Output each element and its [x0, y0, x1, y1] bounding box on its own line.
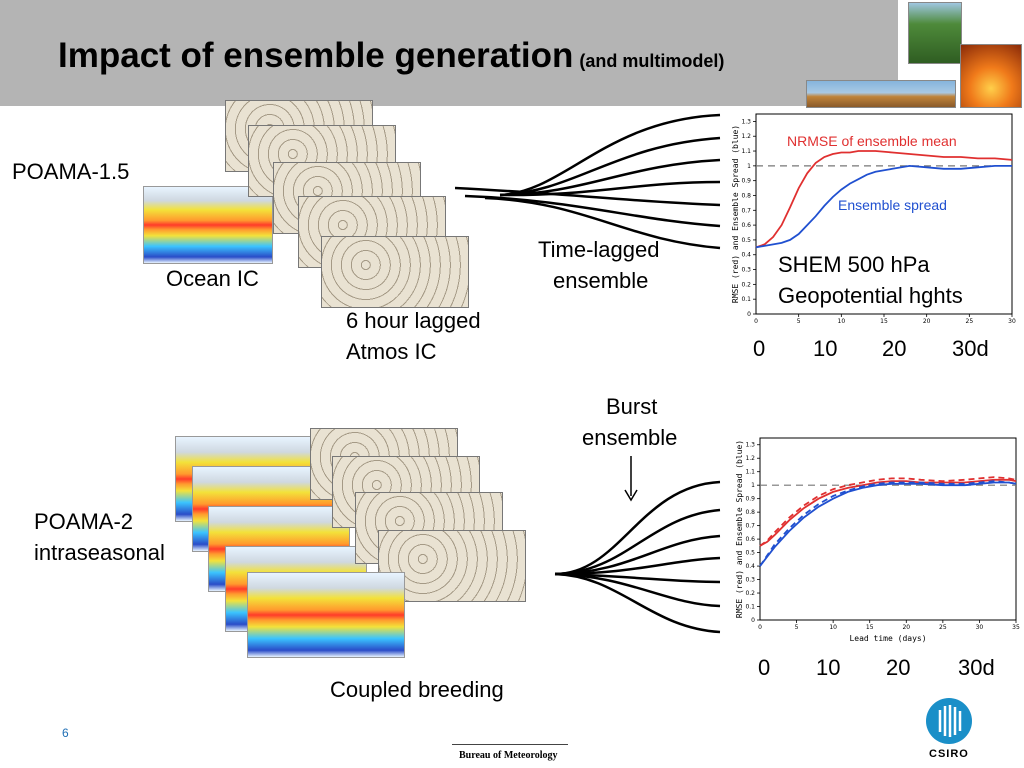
csiro-logo-icon	[938, 705, 962, 737]
y-tick-label: 0.8	[745, 509, 755, 516]
x-tick-label: 5	[795, 624, 799, 631]
y-tick-label: 0.9	[745, 496, 755, 503]
y-tick-label: 1.1	[745, 469, 755, 476]
y-tick-label: 0.3	[741, 267, 751, 274]
lead-axis-top-10: 10	[813, 336, 838, 361]
lead-axis-bottom-0: 0	[758, 655, 771, 680]
landscape-photo	[806, 80, 956, 108]
x-tick-label: 25	[939, 624, 947, 631]
y-tick-label: 1	[747, 163, 751, 170]
burst-fan	[554, 480, 721, 634]
y-tick-label: 0	[751, 617, 755, 624]
plot-frame	[755, 113, 1013, 315]
y-tick-label: 0.8	[741, 192, 751, 199]
y-tick-label: 1.2	[745, 455, 755, 462]
y-tick-label: 0.2	[745, 590, 755, 597]
series-line-3	[759, 480, 1017, 567]
legend-spread: Ensemble spread	[838, 197, 947, 213]
poama2-label-1: POAMA-2	[34, 509, 134, 534]
lead-axis-top-20: 20	[882, 336, 907, 361]
x-tick-label: 10	[838, 318, 846, 325]
poama2-label-2: intraseasonal	[34, 540, 165, 565]
burst-label-2: ensemble	[582, 425, 678, 450]
chart-top: 0 0.1 0.2 0.3 0.4 0.5 0.6 0.7 0.8 0.9 1 1.1 1.2 1.3 5 1…	[731, 113, 1016, 325]
series-line-1	[759, 476, 1017, 547]
y-tick-label: 0.6	[745, 536, 755, 543]
series-line-0	[755, 150, 1013, 249]
fire-photo	[960, 44, 1022, 108]
x-tick-label: 5	[797, 318, 801, 325]
lead-axis-bottom-30: 30d	[958, 655, 995, 680]
y-axis-label: RMSE (red) and Ensemble Spread (blue)	[735, 440, 744, 618]
x-tick-label: 10	[829, 624, 837, 631]
burst-label-1: Burst	[606, 394, 658, 419]
y-tick-label: 0.4	[745, 563, 755, 570]
y-tick-label: 0.3	[745, 577, 755, 584]
page-title: Impact of ensemble generation (and multim…	[58, 36, 724, 76]
time-lagged-label-1: Time-lagged	[538, 237, 660, 262]
csiro-wordmark: CSIRO	[929, 748, 969, 760]
y-tick-label: 1.3	[745, 442, 755, 449]
y-tick-label: 1	[751, 482, 755, 489]
page-number: 6	[62, 726, 69, 740]
y-tick-label: 1.2	[741, 133, 751, 140]
csiro-logo	[926, 698, 972, 744]
title-sub: (and multimodel)	[579, 51, 725, 71]
x-axis-label: Lead time (days)	[849, 634, 926, 643]
x-tick-label: 20	[902, 624, 910, 631]
y-tick-label: 0	[747, 311, 751, 318]
lead-axis-top-0: 0	[753, 336, 766, 361]
lagged-label-2: Atmos IC	[346, 339, 437, 364]
y-tick-label: 0.5	[745, 550, 755, 557]
chart-bottom: 0 0.1 0.2 0.3 0.4 0.5 0.6 0.7 0.8 0.9 1 1.1 1.2 1.3 5 1…	[735, 437, 1020, 643]
shem-label-2: Geopotential hghts	[778, 283, 963, 308]
x-tick-label: 25	[966, 318, 974, 325]
time-lagged-label-2: ensemble	[553, 268, 649, 293]
y-tick-label: 0.1	[745, 604, 755, 611]
atmos-ic-map	[321, 236, 469, 308]
ocean-ic-map	[143, 186, 273, 264]
y-tick-label: 1.1	[741, 148, 751, 155]
x-tick-label: 0	[754, 318, 758, 325]
ocean-ic-label: Ocean IC	[166, 266, 259, 291]
title-bar	[0, 0, 898, 106]
poama15-label: POAMA-1.5	[12, 159, 130, 184]
lead-axis-top-30: 30d	[952, 336, 989, 361]
footer-rule	[452, 744, 568, 745]
lead-axis-bottom-20: 20	[886, 655, 911, 680]
time-lagged-fan	[455, 113, 721, 250]
coupled-breeding-label: Coupled breeding	[330, 677, 504, 702]
legend-nrmse: NRMSE of ensemble mean	[787, 133, 957, 149]
y-tick-label: 0.7	[745, 523, 755, 530]
shem-label-1: SHEM 500 hPa	[778, 252, 930, 277]
lead-axis-bottom-10: 10	[816, 655, 841, 680]
y-tick-label: 0.5	[741, 237, 751, 244]
series-line-2	[759, 481, 1017, 567]
burst-arrow	[624, 456, 638, 502]
bureau-of-meteorology: Bureau of Meteorology	[459, 750, 558, 761]
x-tick-label: 0	[758, 624, 762, 631]
series-line-0	[759, 478, 1017, 547]
x-tick-label: 35	[1012, 624, 1020, 631]
lagged-label-1: 6 hour lagged	[346, 308, 481, 333]
x-tick-label: 30	[1008, 318, 1016, 325]
y-tick-label: 0.9	[741, 178, 751, 185]
y-tick-label: 1.3	[741, 118, 751, 125]
y-axis-label: RMSE (red) and Ensemble Spread (blue)	[731, 125, 740, 303]
y-tick-label: 0.4	[741, 252, 751, 259]
title-main: Impact of ensemble generation	[58, 36, 574, 75]
forest-photo	[908, 2, 962, 64]
x-tick-label: 15	[866, 624, 874, 631]
x-tick-label: 30	[976, 624, 984, 631]
y-tick-label: 0.6	[741, 222, 751, 229]
x-tick-label: 15	[880, 318, 888, 325]
y-tick-label: 0.2	[741, 281, 751, 288]
plot-frame	[759, 437, 1017, 621]
series-line-1	[755, 164, 1012, 249]
y-tick-label: 0.1	[741, 296, 751, 303]
ocean-ic-map	[247, 572, 405, 658]
x-tick-label: 20	[923, 318, 931, 325]
y-tick-label: 0.7	[741, 207, 751, 214]
